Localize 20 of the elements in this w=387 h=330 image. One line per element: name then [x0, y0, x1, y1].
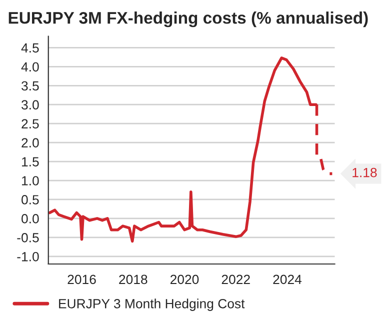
legend-label: EURJPY 3 Month Hedging Cost	[59, 298, 245, 311]
x-tick-label: 2018	[119, 274, 148, 284]
y-tick-label: -0.5	[17, 233, 39, 242]
annotation: 1.18	[352, 168, 377, 178]
y-tick-label: 3.5	[22, 81, 39, 91]
x-tick-label: 2020	[170, 274, 199, 284]
y-tick-label: 2.5	[22, 119, 39, 128]
x-tick-label: 2016	[68, 274, 96, 284]
y-tick-label: 4.0	[21, 62, 39, 72]
y-tick-label: -1.0	[17, 252, 39, 262]
y-tick-label: 0.5	[22, 195, 39, 204]
y-tick-label: 3.0	[22, 100, 39, 110]
x-tick-label: 2022	[222, 274, 250, 284]
y-tick-label: 0.0	[22, 214, 39, 224]
x-tick-label: 2024	[273, 274, 302, 284]
y-tick-label: 2.0	[22, 138, 39, 148]
y-tick-label: 1.0	[22, 176, 39, 186]
chart-title: EURJPY 3M FX-hedging costs (% annualised)	[8, 12, 368, 28]
y-tick-label: 1.5	[22, 157, 39, 166]
y-tick-label: 4.5	[21, 43, 39, 53]
